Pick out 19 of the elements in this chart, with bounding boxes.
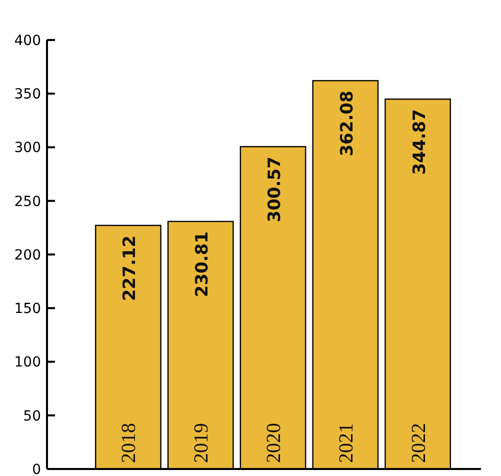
x-tick-label: 2020 bbox=[263, 423, 285, 463]
x-tick-label: 2022 bbox=[408, 423, 430, 463]
data-label: 362.08 bbox=[337, 90, 358, 156]
x-tick-label: 2018 bbox=[118, 423, 140, 463]
data-label: 227.12 bbox=[120, 235, 140, 302]
y-tick-label: 200 bbox=[14, 247, 41, 264]
data-label: 300.57 bbox=[265, 156, 285, 222]
y-tick-label: 100 bbox=[14, 354, 41, 371]
y-tick-label: 150 bbox=[14, 301, 41, 318]
y-tick-label: 300 bbox=[14, 140, 41, 156]
y-tick-label: 400 bbox=[14, 32, 41, 49]
y-tick-label: 0 bbox=[32, 462, 41, 476]
x-tick-label: 2019 bbox=[190, 423, 213, 463]
y-tick-label: 250 bbox=[14, 194, 41, 210]
y-tick-label: 350 bbox=[14, 86, 41, 103]
data-label: 230.81 bbox=[192, 231, 213, 298]
data-label: 344.87 bbox=[410, 109, 430, 175]
y-tick-label: 50 bbox=[23, 408, 41, 424]
x-tick-label: 2021 bbox=[335, 423, 358, 463]
